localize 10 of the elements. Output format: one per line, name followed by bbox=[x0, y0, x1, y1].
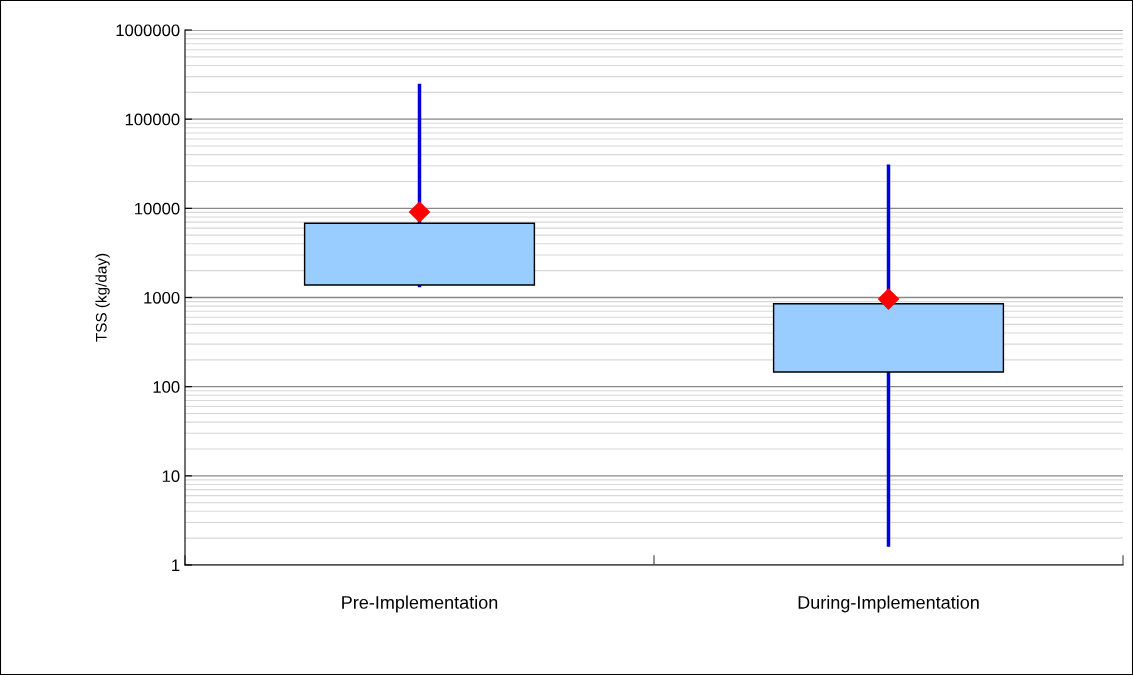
y-axis-title: TSS (kg/day) bbox=[95, 253, 110, 342]
y-tick-label: 10 bbox=[162, 470, 180, 483]
x-tick-label: Pre-Implementation bbox=[342, 595, 498, 613]
y-tick-label: 100 bbox=[153, 381, 180, 393]
y-tick-label: 10000 bbox=[135, 202, 180, 215]
y-tick-label: 1000000 bbox=[116, 24, 180, 37]
x-tick-label: During-Implementation bbox=[798, 595, 979, 613]
y-tick-label: 100000 bbox=[125, 113, 180, 126]
y-tick-label: 1000 bbox=[144, 291, 180, 304]
y-tick-label: 1 bbox=[172, 559, 180, 572]
